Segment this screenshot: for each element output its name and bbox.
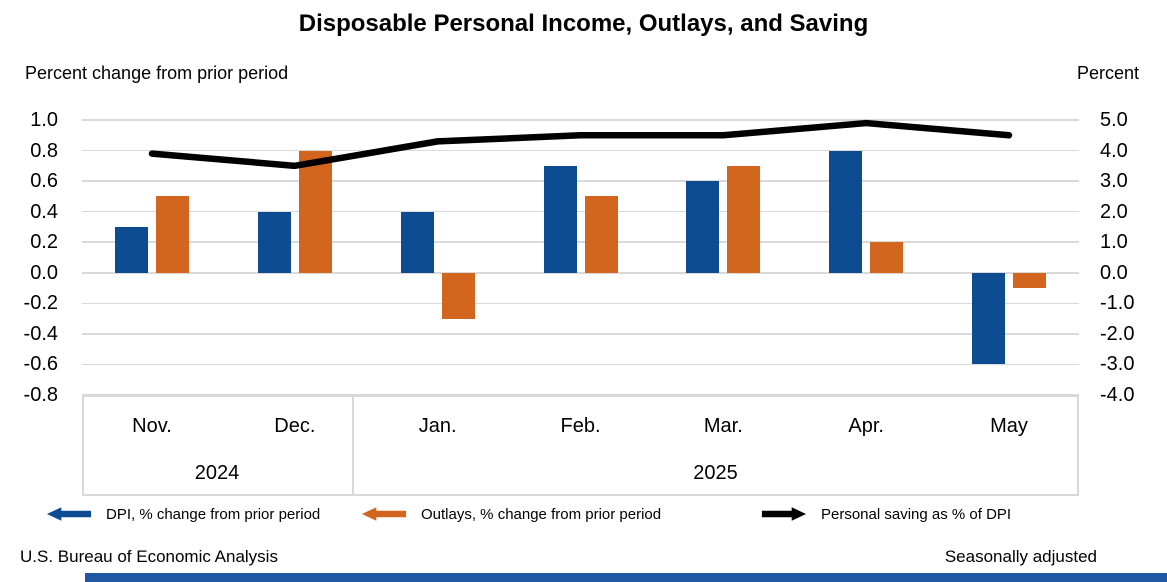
left-axis-title: Percent change from prior period <box>25 63 289 83</box>
x-axis-box <box>82 395 1079 496</box>
bar-dpi-feb <box>543 165 577 273</box>
bar-dpi-jan <box>400 211 434 273</box>
gridline <box>82 210 1079 213</box>
right-axis-tick-label: 5.0 <box>1100 109 1128 131</box>
x-tick-label: May <box>990 415 1028 437</box>
right-axis-tick-label: 2.0 <box>1100 200 1128 223</box>
legend-label: Outlays, % change from prior period <box>421 505 662 523</box>
legend-item: DPI, % change from prior period <box>45 502 320 526</box>
left-axis-tick-label: 0.8 <box>30 139 58 162</box>
left-axis-tick-label: 0.4 <box>30 200 58 223</box>
year-label: 2025 <box>693 462 738 484</box>
black-right-arrow-icon <box>760 506 808 522</box>
bar-dpi-may <box>972 272 1005 365</box>
seasonal-adjustment-note: Seasonally adjusted <box>944 547 1097 566</box>
bar-dpi-dec <box>257 211 291 273</box>
gridline <box>82 149 1079 152</box>
right-axis-tick-label: 1.0 <box>1100 231 1128 254</box>
chart-title: Disposable Personal Income, Outlays, and… <box>298 10 869 37</box>
x-tick-label: Nov. <box>132 415 172 437</box>
right-axis-tick-label: -4.0 <box>1100 384 1135 406</box>
x-tick-label: Jan. <box>418 415 457 437</box>
right-axis-tick-label: 0.0 <box>1100 261 1128 284</box>
right-axis-tick-label: -1.0 <box>1100 292 1135 315</box>
gridline <box>82 241 1079 243</box>
year-divider <box>352 395 354 496</box>
legend-label: DPI, % change from prior period <box>106 505 321 523</box>
right-axis-tick-label: 4.0 <box>1100 139 1128 162</box>
bottom-accent-bar <box>85 573 1167 582</box>
gridline <box>82 363 1079 366</box>
x-tick-label: Apr. <box>848 415 884 437</box>
left-axis-tick-label: 0.0 <box>30 261 58 284</box>
bar-outlays-apr <box>870 242 904 273</box>
left-axis-tick-label: 0.6 <box>30 170 58 193</box>
bar-outlays-dec <box>298 150 332 273</box>
bar-dpi-nov <box>115 226 148 273</box>
right-axis-tick-label: 3.0 <box>1100 170 1128 193</box>
legend-item: Personal saving as % of DPI <box>760 502 1011 526</box>
left-axis-tick-label: -0.6 <box>23 353 58 376</box>
left-axis-tick-label: 0.2 <box>30 231 58 254</box>
gridline <box>82 180 1079 182</box>
x-tick-label: Dec. <box>274 415 316 437</box>
gridline <box>82 272 1079 274</box>
left-axis-tick-label: 1.0 <box>30 109 58 131</box>
blue-left-arrow-icon <box>45 506 93 522</box>
bar-outlays-may <box>1013 272 1046 289</box>
legend: DPI, % change from prior period Outlays,… <box>0 502 1167 528</box>
orange-left-arrow-icon <box>360 506 408 522</box>
left-axis-tick-label: -0.4 <box>23 322 58 345</box>
source-attribution: U.S. Bureau of Economic Analysis <box>20 547 278 566</box>
saving-rate-line <box>82 110 1079 405</box>
left-axis-tick-label: -0.2 <box>23 292 58 315</box>
gridline <box>82 302 1079 305</box>
right-axis-title: Percent <box>1076 63 1139 83</box>
right-axis-tick-label: -3.0 <box>1100 353 1135 376</box>
bar-dpi-apr <box>829 150 863 273</box>
bar-outlays-mar <box>727 165 761 273</box>
bar-dpi-mar <box>686 181 720 273</box>
gridline <box>82 119 1079 121</box>
bar-outlays-feb <box>584 196 618 273</box>
x-tick-label: Feb. <box>560 415 601 437</box>
bar-outlays-jan <box>441 272 475 319</box>
legend-label: Personal saving as % of DPI <box>821 505 1012 523</box>
year-label: 2024 <box>194 462 240 484</box>
gridline <box>82 333 1079 335</box>
left-axis-tick-label: -0.8 <box>23 384 58 406</box>
x-tick-label: Mar. <box>703 415 743 437</box>
right-axis-tick-label: -2.0 <box>1100 322 1135 345</box>
bar-outlays-nov <box>156 196 189 273</box>
legend-item: Outlays, % change from prior period <box>360 502 661 526</box>
